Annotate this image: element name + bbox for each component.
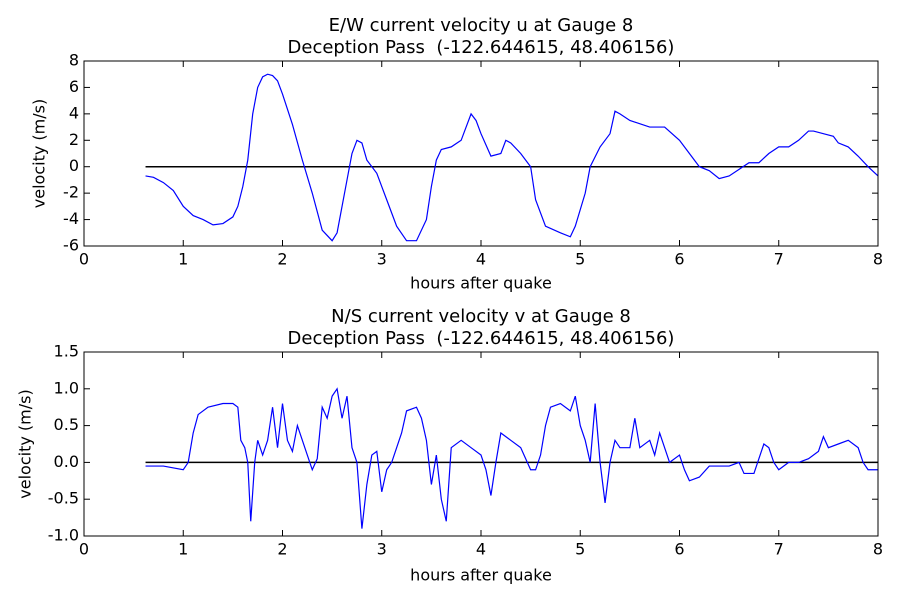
x-tick-label: 2	[277, 540, 287, 559]
chart-title: Deception Pass (-122.644615, 48.406156)	[288, 328, 675, 349]
x-tick-label: 7	[774, 250, 784, 269]
x-tick-label: 7	[774, 540, 784, 559]
x-tick-label: 5	[575, 250, 585, 269]
x-tick-label: 6	[674, 540, 684, 559]
axes-frame	[83, 351, 879, 537]
y-tick-label: -0.5	[48, 489, 79, 508]
x-tick-label: 3	[377, 540, 387, 559]
y-tick-label: 0.5	[54, 415, 79, 434]
x-tick-label: 4	[476, 250, 486, 269]
y-tick-label: -2	[63, 183, 79, 202]
y-tick-label: 8	[69, 51, 79, 70]
y-tick-label: 4	[69, 103, 79, 122]
x-axis-label: hours after quake	[410, 566, 552, 585]
chart-title: E/W current velocity u at Gauge 8	[329, 15, 634, 36]
x-tick-label: 3	[377, 250, 387, 269]
chart-title: Deception Pass (-122.644615, 48.406156)	[288, 37, 675, 58]
chart-title: N/S current velocity v at Gauge 8	[331, 306, 631, 327]
y-axis-label: velocity (m/s)	[30, 99, 49, 208]
y-tick-label: -6	[63, 236, 79, 255]
y-tick-label: 1.0	[54, 378, 79, 397]
x-tick-label: 1	[178, 540, 188, 559]
y-tick-label: -4	[63, 209, 79, 228]
y-tick-label: 0.0	[54, 452, 79, 471]
x-axis-label: hours after quake	[410, 274, 552, 293]
x-tick-label: 6	[674, 250, 684, 269]
x-tick-label: 1	[178, 250, 188, 269]
x-tick-label: 0	[79, 540, 89, 559]
axes-frame	[83, 60, 879, 247]
x-tick-label: 8	[873, 540, 883, 559]
x-tick-label: 5	[575, 540, 585, 559]
data-line	[145, 73, 879, 242]
data-line	[145, 387, 878, 529]
x-tick-label: 4	[476, 540, 486, 559]
y-tick-label: 0	[69, 156, 79, 175]
y-tick-label: 1.5	[54, 342, 79, 361]
y-tick-label: 6	[69, 77, 79, 96]
y-tick-label: -1.0	[48, 526, 79, 545]
x-tick-label: 2	[277, 250, 287, 269]
y-axis-label: velocity (m/s)	[16, 389, 35, 498]
x-tick-label: 8	[873, 250, 883, 269]
x-tick-label: 0	[79, 250, 89, 269]
y-tick-label: 2	[69, 130, 79, 149]
